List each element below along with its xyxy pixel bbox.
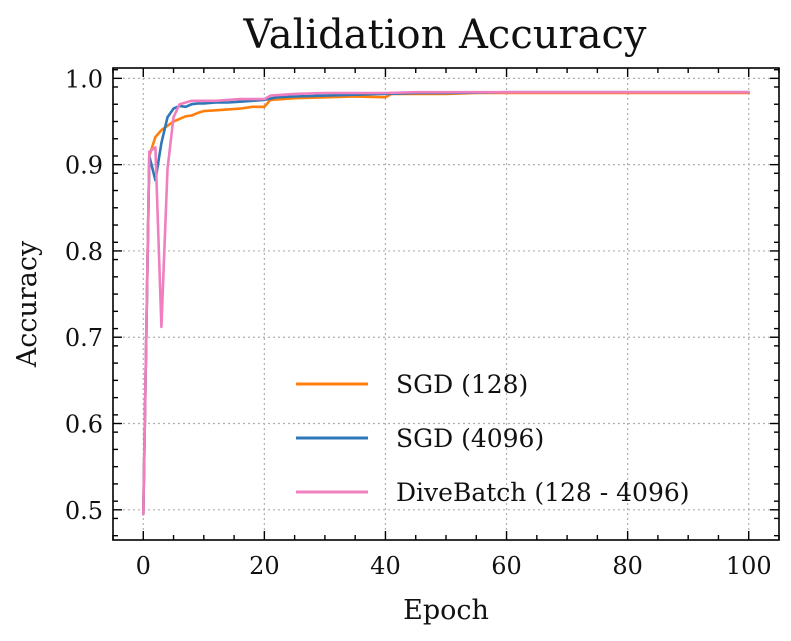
y-tick-label: 0.7	[65, 324, 103, 352]
x-axis-label: Epoch	[403, 595, 489, 626]
legend-label: SGD (4096)	[396, 424, 544, 453]
legend-label: SGD (128)	[396, 370, 528, 399]
y-tick-label: 0.5	[65, 497, 103, 525]
y-tick-label: 0.9	[65, 152, 103, 180]
x-tick-label: 20	[249, 552, 280, 580]
series-line-3	[142, 90, 751, 516]
y-tick-label: 1.0	[65, 65, 103, 93]
x-tick-label: 100	[726, 552, 772, 580]
x-tick-label: 60	[491, 552, 522, 580]
x-tick-label: 40	[370, 552, 401, 580]
legend: SGD (128) SGD (4096) DiveBatch (128 - 4096…	[296, 370, 690, 507]
x-tick-labels: 0 20 40 60 80 100	[136, 552, 772, 580]
x-tick-label: 80	[612, 552, 643, 580]
ticks	[112, 68, 780, 540]
series-layer	[142, 90, 751, 516]
chart-title: Validation Accuracy	[243, 12, 647, 58]
y-tick-label: 0.8	[65, 238, 103, 266]
grid	[113, 68, 779, 540]
plot-frame	[112, 67, 780, 541]
x-tick-label: 0	[136, 552, 151, 580]
y-tick-labels: 0.5 0.6 0.7 0.8 0.9 1.0	[65, 65, 103, 524]
legend-label: DiveBatch (128 - 4096)	[396, 478, 690, 507]
y-tick-label: 0.6	[65, 411, 103, 439]
y-axis-label: Accuracy	[12, 240, 43, 368]
